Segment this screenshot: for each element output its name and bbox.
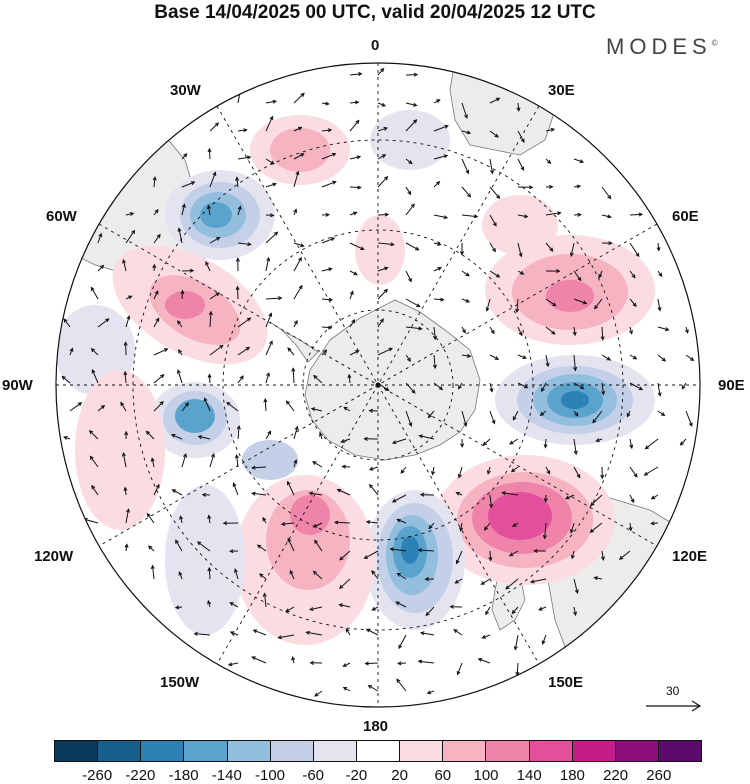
colorbar-segment: [314, 741, 357, 761]
colorbar-segment: [659, 741, 701, 761]
wind-arrow: [335, 522, 350, 523]
anomaly-pos-west-band: [75, 370, 165, 530]
wind-arrow: [406, 243, 419, 250]
colorbar-tick-label: 260: [639, 767, 679, 784]
wind-arrow: [397, 679, 406, 691]
anomaly-pos-east: [482, 195, 558, 255]
colorbar-tick-label: 180: [552, 767, 592, 784]
africa: [450, 50, 555, 155]
wind-arrow: [645, 467, 658, 475]
wind-arrow: [210, 123, 218, 131]
colorbar-segment: [55, 741, 98, 761]
wind-arrow: [378, 290, 387, 300]
wind-arrow: [252, 657, 266, 663]
colorbar-tick-label: 20: [380, 767, 420, 784]
wind-arrow: [350, 121, 359, 132]
wind-arrow: [686, 411, 692, 426]
wind-arrow: [154, 349, 167, 355]
colorbar-tick-label: -140: [207, 767, 247, 784]
colorbar-tick-label: -180: [164, 767, 204, 784]
wind-arrow: [91, 288, 98, 300]
antarctica: [305, 300, 480, 460]
colorbar-tick-label: -220: [120, 767, 160, 784]
wind-arrow: [294, 286, 302, 299]
colorbar-segment: [271, 741, 314, 761]
pole-dot: [376, 383, 381, 388]
anomaly-neg-west-small: [242, 440, 298, 480]
colorbar-tick-label: 60: [423, 767, 463, 784]
colorbar-segment: [400, 741, 443, 761]
lon-label-150e: 150E: [548, 674, 583, 691]
lon-label-0: 0: [371, 37, 379, 54]
colorbar: [54, 740, 702, 762]
wind-arrow-head: [239, 89, 242, 92]
colorbar-tick-label: -100: [250, 767, 290, 784]
lon-label-60e: 60E: [672, 208, 699, 225]
wind-arrow: [154, 375, 164, 383]
colorbar-segment: [184, 741, 227, 761]
wind-arrow: [294, 93, 304, 103]
wind-arrow: [490, 187, 500, 198]
colorbar-segment: [573, 741, 616, 761]
wind-arrow: [238, 287, 239, 299]
lon-label-120e: 120E: [672, 548, 707, 565]
colorbar-tick-label: -60: [293, 767, 333, 784]
wind-arrow: [294, 258, 301, 271]
lon-label-180: 180: [363, 718, 388, 735]
wind-arrow: [378, 177, 388, 187]
wind-arrow: [287, 401, 294, 411]
wind-arrow: [399, 635, 406, 648]
reference-vector-arrow: [646, 701, 700, 711]
wind-arrow: [602, 187, 611, 199]
wind-arrow: [462, 159, 469, 173]
colorbar-segment: [141, 741, 184, 761]
wind-arrow: [406, 204, 414, 215]
colorbar-segment: [486, 741, 529, 761]
wind-arrow: [238, 89, 241, 104]
lon-label-30w: 30W: [170, 82, 201, 99]
reference-vector-value: 30: [666, 684, 679, 698]
antarctic-peninsula: [270, 322, 318, 362]
wind-arrow: [646, 439, 659, 449]
colorbar-segment: [443, 741, 486, 761]
wind-arrow: [462, 187, 471, 197]
lon-label-30e: 30E: [548, 82, 575, 99]
colorbar-segment: [530, 741, 573, 761]
colorbar-segment: [616, 741, 659, 761]
wind-arrow: [370, 485, 378, 495]
colorbar-tick-label: 140: [509, 767, 549, 784]
anomaly-neg-north: [370, 110, 450, 170]
wind-arrow: [406, 299, 420, 307]
colorbar-tick-label: 100: [466, 767, 506, 784]
colorbar-segment: [98, 741, 141, 761]
colorbar-segment: [357, 741, 400, 761]
wind-arrow: [266, 341, 272, 355]
lon-label-90w: 90W: [2, 377, 33, 394]
lon-label-120w: 120W: [34, 548, 73, 565]
lon-label-150w: 150W: [160, 674, 199, 691]
lon-label-60w: 60W: [46, 208, 77, 225]
colorbar-tick-label: -260: [77, 767, 117, 784]
colorbar-segment: [228, 741, 271, 761]
wind-arrow: [630, 467, 637, 477]
lon-label-90e: 90E: [718, 377, 745, 394]
colorbar-tick-label: -20: [336, 767, 376, 784]
anomaly-pos-north-center: [355, 215, 405, 285]
anomaly-neg-southwest: [165, 485, 245, 635]
colorbar-tick-label: 220: [596, 767, 636, 784]
wind-arrow: [70, 403, 81, 411]
